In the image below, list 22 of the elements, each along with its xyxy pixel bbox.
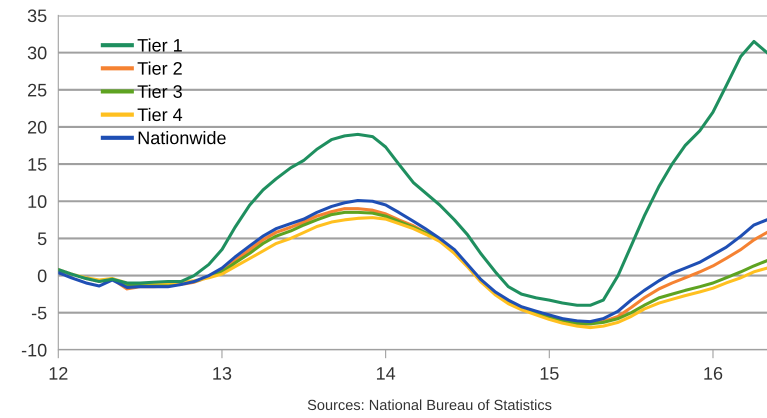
y-tick-label: 10 [28,195,46,208]
x-tick-label: 13 [213,367,232,380]
y-tick-label: 35 [28,9,46,22]
y-tick-label: 5 [38,232,46,246]
y-tick-label: 20 [28,120,46,134]
y-tick-label: 0 [38,269,46,282]
legend-label: Tier 3 [138,84,182,98]
legend-label: Tier 2 [138,62,182,75]
y-tick-label: 30 [28,46,46,60]
y-tick-label: 25 [28,84,46,96]
y-tick-label: 15 [28,158,46,171]
y-tick-label: -5 [32,306,46,320]
x-tick-label: 15 [540,367,559,380]
x-tick-label: 14 [376,367,396,380]
line-series [58,40,767,307]
legend-label: Nationwide [138,131,226,144]
legend-label: Tier 4 [138,108,182,122]
x-tick-label: 12 [50,367,68,380]
x-tick-label: 16 [704,367,722,380]
y-tick-label: -10 [22,344,46,357]
legend-label: Tier 1 [138,38,182,52]
source-note: Sources: National Bureau of Statistics [308,399,552,410]
